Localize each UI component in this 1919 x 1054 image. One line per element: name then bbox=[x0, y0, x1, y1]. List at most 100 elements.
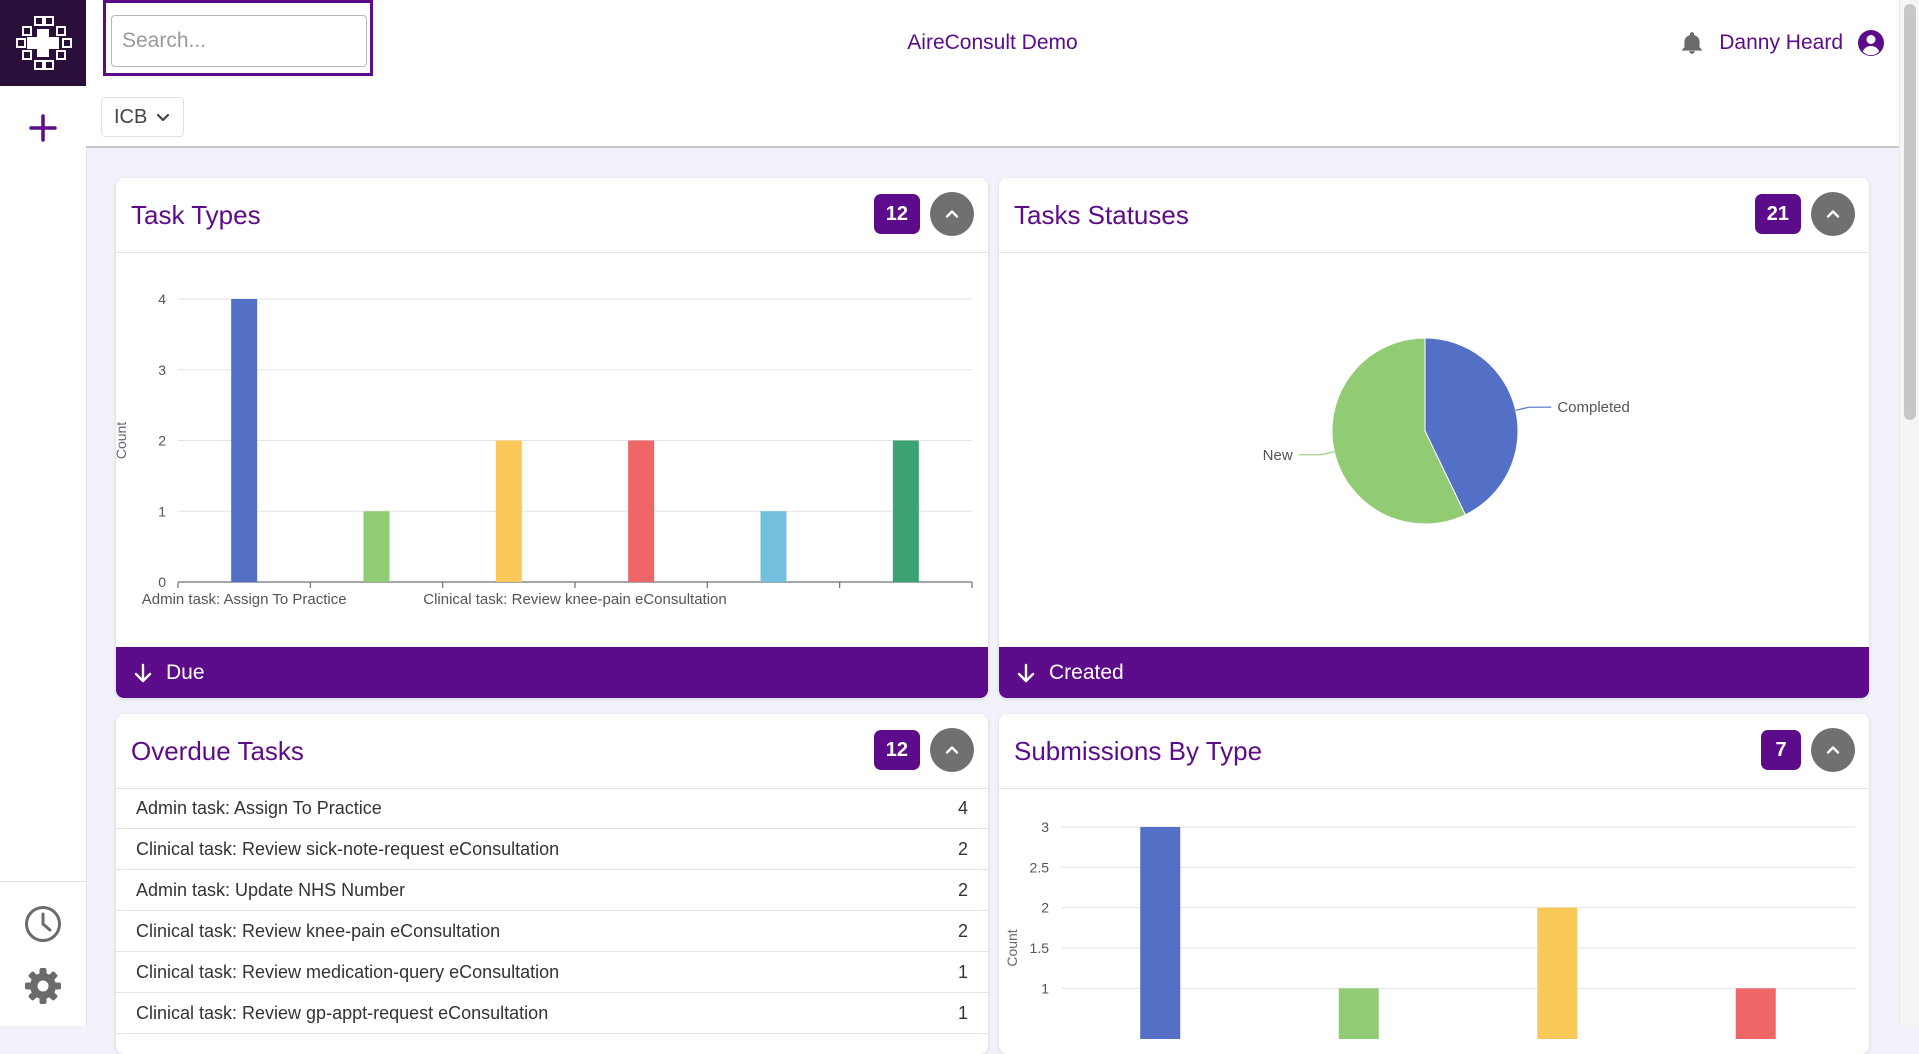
bell-icon[interactable] bbox=[1679, 30, 1705, 56]
list-item[interactable]: Clinical task: Review knee-pain eConsult… bbox=[116, 911, 988, 952]
settings-button[interactable] bbox=[0, 958, 86, 1014]
task-statuses-chart: Completed New bbox=[1263, 337, 1630, 525]
icb-dropdown-value: ICB bbox=[114, 105, 148, 128]
created-sort-button[interactable]: Created bbox=[999, 647, 1869, 698]
chevron-up-icon bbox=[945, 210, 959, 218]
pie-leader-line bbox=[1298, 451, 1335, 456]
bar bbox=[1338, 988, 1379, 1039]
bar bbox=[1735, 988, 1776, 1039]
app-logo[interactable] bbox=[0, 0, 86, 86]
count-badge: 7 bbox=[1761, 730, 1801, 770]
count-badge: 12 bbox=[873, 194, 920, 234]
collapse-button[interactable] bbox=[1811, 192, 1855, 236]
card-title: Submissions By Type bbox=[1014, 735, 1263, 766]
card-title: Task Types bbox=[131, 199, 261, 230]
y-axis-title: Count bbox=[1004, 929, 1020, 966]
bar bbox=[363, 511, 390, 582]
x-tick-label: Admin task: Assign To Practice bbox=[142, 591, 347, 608]
bar bbox=[231, 299, 258, 582]
task-label: Clinical task: Review knee-pain eConsult… bbox=[136, 920, 501, 941]
y-tick-label: 2.5 bbox=[1030, 859, 1050, 875]
due-sort-button[interactable]: Due bbox=[116, 647, 988, 698]
arrow-down-icon bbox=[134, 663, 152, 682]
y-tick-label: 1 bbox=[1041, 980, 1049, 996]
list-item[interactable]: Admin task: Assign To Practice 4 bbox=[116, 788, 988, 829]
task-types-chart: 0 1 2 3 4 Count Admin task: Assign To Practice… bbox=[116, 291, 973, 608]
clock-icon bbox=[25, 906, 61, 942]
submissions-by-type-card: Submissions By Type 7 1 1.5 2 2.5 3 Count bbox=[999, 714, 1869, 1054]
bar bbox=[892, 440, 919, 582]
card-header: Task Types 12 bbox=[116, 178, 988, 253]
user-area: Danny Heard bbox=[1679, 0, 1885, 86]
list-item[interactable]: Admin task: Update NHS Number 2 bbox=[116, 870, 988, 911]
task-count: 2 bbox=[957, 879, 968, 900]
search-focus-ring bbox=[103, 0, 373, 76]
task-label: Clinical task: Review medication-query e… bbox=[136, 961, 560, 982]
y-tick-label: 3 bbox=[158, 362, 166, 378]
task-statuses-card: Tasks Statuses 21 Completed New Created bbox=[999, 178, 1869, 698]
collapse-button[interactable] bbox=[930, 728, 974, 772]
y-tick-label: 3 bbox=[1041, 819, 1049, 835]
count-badge: 12 bbox=[873, 730, 920, 770]
task-label: Admin task: Assign To Practice bbox=[136, 797, 382, 818]
created-label: Created bbox=[1049, 660, 1124, 684]
task-count: 2 bbox=[957, 838, 968, 859]
user-name[interactable]: Danny Heard bbox=[1719, 31, 1843, 54]
list-item[interactable]: Clinical task: Review gp-appt-request eC… bbox=[116, 993, 988, 1034]
task-label: Admin task: Update NHS Number bbox=[136, 879, 406, 900]
y-tick-label: 1 bbox=[158, 503, 166, 519]
plus-icon bbox=[29, 114, 57, 142]
y-tick-label: 2 bbox=[158, 433, 166, 449]
rail-divider bbox=[0, 881, 86, 882]
user-circle-icon[interactable] bbox=[1857, 29, 1885, 57]
collapse-button[interactable] bbox=[930, 192, 974, 236]
bar bbox=[1140, 827, 1181, 1039]
chevron-up-icon bbox=[1826, 210, 1840, 218]
bar bbox=[628, 440, 655, 582]
pie-label: New bbox=[1263, 447, 1293, 464]
y-axis-title: Count bbox=[116, 422, 129, 459]
pie-leader-line bbox=[1515, 406, 1552, 411]
card-title: Tasks Statuses bbox=[1014, 199, 1189, 230]
x-tick-label: Clinical task: Review knee-pain eConsult… bbox=[423, 591, 727, 608]
y-tick-label: 2 bbox=[1041, 900, 1049, 916]
pie-slice bbox=[1424, 337, 1519, 516]
submissions-by-type-chart: 1 1.5 2 2.5 3 Count bbox=[1004, 819, 1855, 1039]
task-count: 2 bbox=[957, 920, 968, 941]
count-badge: 21 bbox=[1754, 194, 1801, 234]
bar bbox=[495, 440, 522, 582]
cross-grid-logo-icon bbox=[16, 16, 72, 70]
search-input[interactable] bbox=[111, 15, 367, 67]
chevron-up-icon bbox=[1826, 746, 1840, 754]
chevron-down-icon bbox=[157, 113, 170, 122]
filter-bar: ICB bbox=[86, 86, 1899, 148]
card-header: Tasks Statuses 21 bbox=[999, 178, 1869, 253]
task-types-card: Task Types 12 0 1 2 3 4 Count Admin task: Assi… bbox=[116, 178, 988, 698]
add-button[interactable] bbox=[0, 100, 86, 156]
task-count: 1 bbox=[957, 961, 968, 982]
page-scrollbar[interactable] bbox=[1899, 0, 1919, 1026]
y-tick-label: 1.5 bbox=[1030, 940, 1050, 956]
y-tick-label: 4 bbox=[158, 291, 166, 307]
overdue-task-list: Admin task: Assign To Practice 4 Clinical… bbox=[116, 788, 988, 1034]
task-count: 4 bbox=[957, 797, 968, 818]
top-bar: AireConsult Demo Danny Heard bbox=[86, 0, 1899, 87]
overdue-tasks-card: Overdue Tasks 12 Admin task: Assign To P… bbox=[116, 714, 988, 1054]
list-item[interactable]: Clinical task: Review medication-query e… bbox=[116, 952, 988, 993]
gear-icon bbox=[25, 968, 61, 1004]
card-title: Overdue Tasks bbox=[131, 735, 304, 766]
left-rail bbox=[0, 0, 87, 1026]
icb-dropdown[interactable]: ICB bbox=[101, 97, 185, 137]
bar bbox=[760, 511, 787, 582]
task-count: 1 bbox=[957, 1002, 968, 1023]
history-button[interactable] bbox=[0, 896, 86, 952]
bar bbox=[1537, 907, 1578, 1039]
due-label: Due bbox=[166, 660, 205, 684]
scrollbar-thumb[interactable] bbox=[1904, 4, 1916, 420]
collapse-button[interactable] bbox=[1811, 728, 1855, 772]
task-label: Clinical task: Review gp-appt-request eC… bbox=[136, 1002, 549, 1023]
card-header: Submissions By Type 7 bbox=[999, 714, 1869, 789]
task-label: Clinical task: Review sick-note-request … bbox=[136, 838, 560, 859]
list-item[interactable]: Clinical task: Review sick-note-request … bbox=[116, 829, 988, 870]
y-tick-label: 0 bbox=[158, 574, 166, 590]
